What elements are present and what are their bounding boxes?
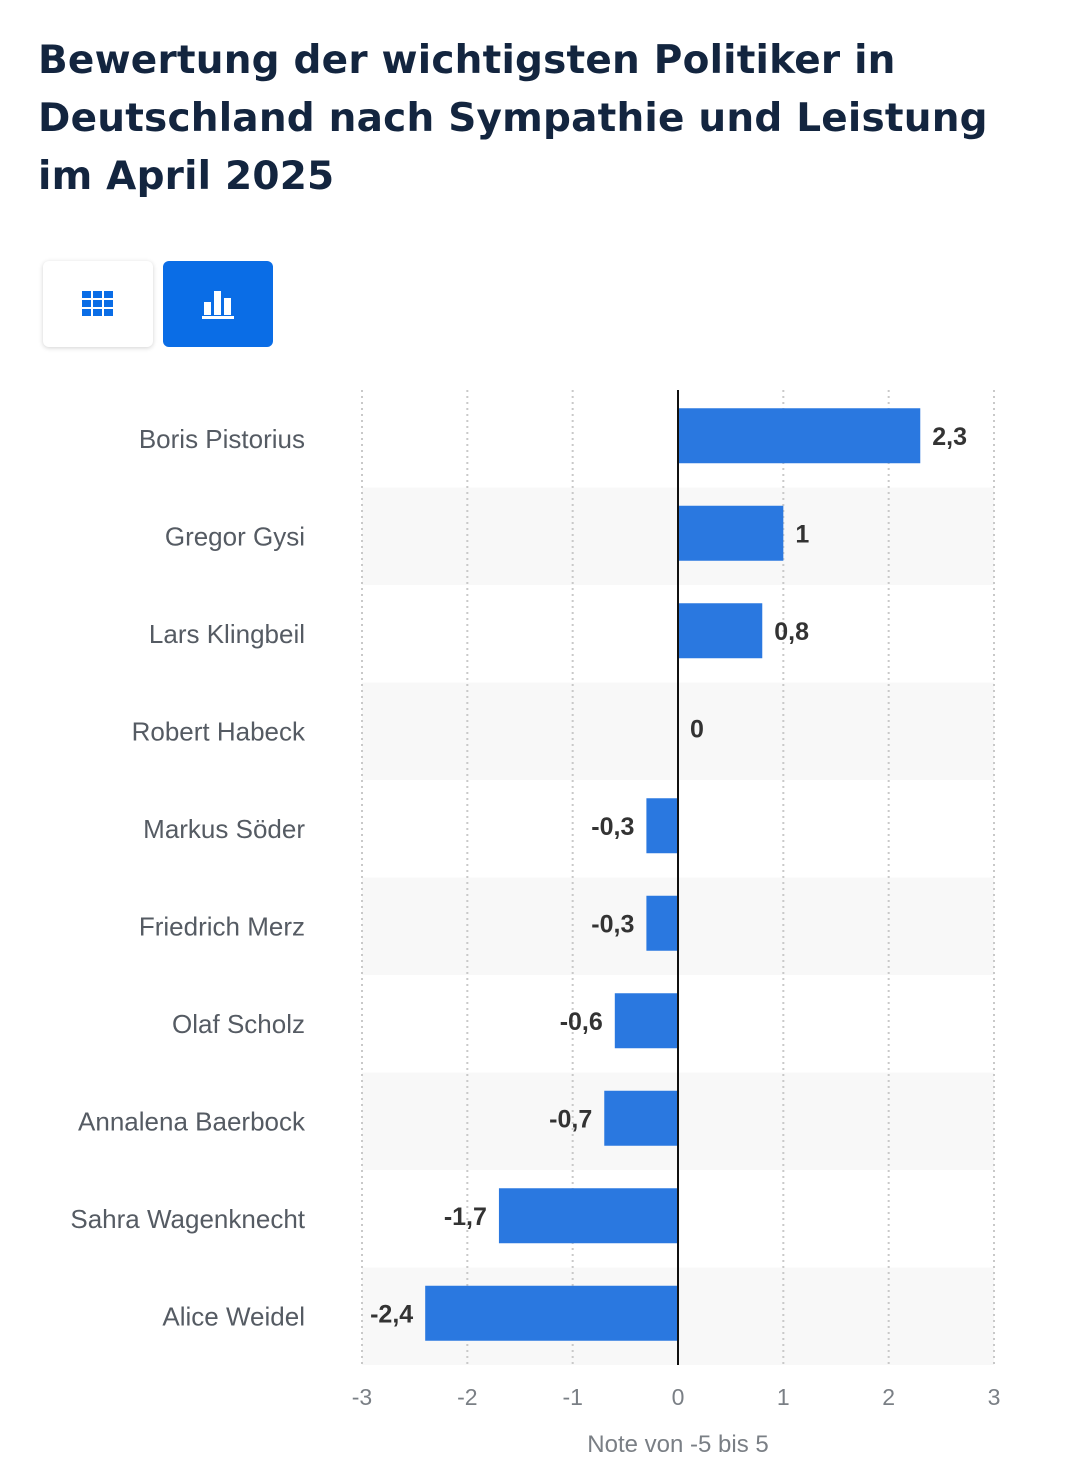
category-label: Markus Söder: [143, 814, 305, 844]
value-label: -0,3: [591, 813, 634, 841]
x-tick-label: 1: [777, 1384, 790, 1410]
chart-title: Bewertung der wichtigsten Politiker in D…: [38, 38, 988, 199]
value-label: 0: [690, 715, 704, 743]
bar-chart-icon: [202, 291, 234, 319]
category-label: Friedrich Merz: [139, 911, 305, 941]
bar: [498, 1188, 678, 1244]
value-label: -0,7: [549, 1105, 592, 1133]
value-label: -1,7: [444, 1203, 487, 1231]
x-axis-title: Note von -5 bis 5: [587, 1431, 768, 1458]
x-tick-label: -1: [562, 1384, 582, 1410]
chart-view-button[interactable]: [163, 261, 273, 347]
bar: [604, 1090, 678, 1146]
category-label: Boris Pistorius: [139, 424, 305, 454]
x-tick-label: -2: [457, 1384, 477, 1410]
category-label: Robert Habeck: [132, 716, 306, 746]
bar: [678, 408, 921, 464]
value-label: 0,8: [774, 618, 809, 646]
bar: [614, 993, 678, 1049]
x-tick-label: 2: [882, 1384, 895, 1410]
bar: [678, 505, 784, 561]
bar: [425, 1285, 678, 1341]
x-tick-label: 3: [988, 1384, 1001, 1410]
value-label: -0,3: [591, 910, 634, 938]
table-grid-icon: [82, 291, 113, 316]
x-tick-label: 0: [672, 1384, 685, 1410]
category-label: Lars Klingbeil: [149, 619, 305, 649]
bar: [646, 895, 678, 951]
category-label: Gregor Gysi: [165, 521, 305, 551]
value-label: -0,6: [560, 1008, 603, 1036]
table-view-button[interactable]: [43, 261, 153, 347]
bar: [678, 603, 763, 659]
value-label: -2,4: [370, 1300, 413, 1328]
value-label: 2,3: [932, 423, 967, 451]
value-label: 1: [795, 520, 809, 548]
category-label: Annalena Baerbock: [78, 1106, 306, 1136]
category-label: Sahra Wagenknecht: [70, 1204, 305, 1234]
x-tick-label: -3: [352, 1384, 372, 1410]
category-label: Olaf Scholz: [172, 1009, 305, 1039]
bar: [646, 798, 678, 854]
category-label: Alice Weidel: [162, 1301, 305, 1331]
